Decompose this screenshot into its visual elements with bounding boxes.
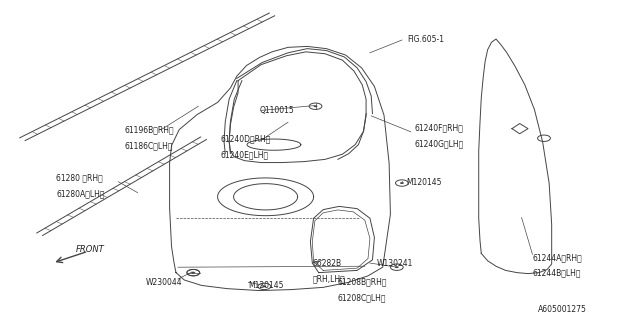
Text: 61240D〈RH〉: 61240D〈RH〉 [221, 135, 271, 144]
Text: FIG.605-1: FIG.605-1 [407, 36, 444, 44]
Text: 61244B〈LH〉: 61244B〈LH〉 [532, 268, 581, 277]
Text: Q110015: Q110015 [259, 106, 294, 115]
Text: 61186C〈LH〉: 61186C〈LH〉 [125, 141, 173, 150]
Circle shape [262, 285, 266, 287]
Circle shape [314, 105, 317, 107]
Text: M120145: M120145 [406, 178, 442, 187]
Text: 66282B: 66282B [312, 260, 342, 268]
Text: W230044: W230044 [146, 278, 182, 287]
Text: 61208C〈LH〉: 61208C〈LH〉 [338, 294, 387, 303]
Text: M120145: M120145 [248, 281, 284, 290]
Text: 〈RH,LH〉: 〈RH,LH〉 [312, 275, 345, 284]
Text: FRONT: FRONT [76, 245, 104, 254]
Text: 61240F〈RH〉: 61240F〈RH〉 [415, 124, 463, 132]
Text: 61208B〈RH〉: 61208B〈RH〉 [338, 278, 387, 287]
Text: A605001275: A605001275 [538, 305, 586, 314]
Circle shape [400, 182, 404, 184]
Text: 61280 〈RH〉: 61280 〈RH〉 [56, 173, 103, 182]
Text: 61240G〈LH〉: 61240G〈LH〉 [415, 140, 464, 148]
Text: 61196B〈RH〉: 61196B〈RH〉 [125, 125, 175, 134]
Text: 61280A〈LH〉: 61280A〈LH〉 [56, 189, 105, 198]
Text: 61240E〈LH〉: 61240E〈LH〉 [221, 151, 269, 160]
Text: W130241: W130241 [376, 260, 413, 268]
Text: 61244A〈RH〉: 61244A〈RH〉 [532, 253, 582, 262]
Circle shape [191, 272, 195, 274]
Circle shape [395, 266, 399, 268]
